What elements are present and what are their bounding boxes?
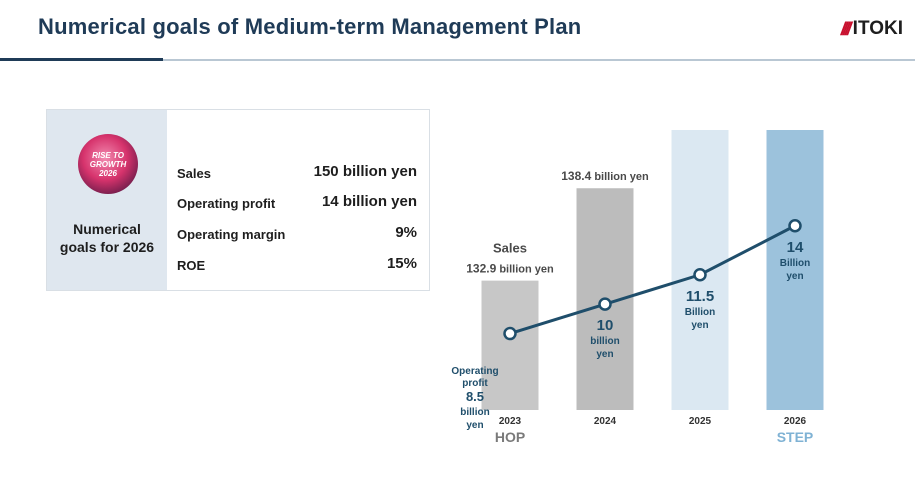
goals-caption: Numerical goals for 2026: [59, 221, 155, 255]
goal-value: 150 billion yen: [313, 163, 417, 180]
operating-profit-line: [509, 224, 796, 335]
rise-to-growth-badge-icon: RISE TO GROWTH 2026: [78, 134, 138, 194]
operating-profit-unit-label: yen: [691, 320, 708, 331]
goal-label: Operating profit: [177, 196, 276, 211]
page-title: Numerical goals of Medium-term Managemen…: [38, 14, 582, 39]
sales-bar: [481, 280, 539, 410]
goal-value: 9%: [395, 224, 417, 241]
header-rule: [163, 59, 915, 61]
goal-value: 15%: [386, 255, 417, 272]
header-rule-accent: [0, 58, 163, 61]
operating-profit-unit-label: yen: [466, 420, 483, 431]
operating-profit-value-label: 11.5: [686, 288, 714, 305]
operating-profit-value-label: 10: [597, 317, 614, 334]
goal-value: 14 billion yen: [321, 193, 417, 210]
x-tick-label: 2025: [689, 416, 712, 427]
operating-profit-value-label: 14: [787, 239, 804, 256]
x-sublabel: HOP: [495, 429, 525, 445]
x-tick-label: 2023: [499, 416, 522, 427]
company-logo: //// ITOKI: [841, 18, 903, 40]
operating-profit-value-label: 8.5: [466, 389, 484, 404]
sales-series-label: Sales: [493, 241, 527, 256]
goal-row-roe: ROE 15%: [177, 255, 417, 277]
operating-profit-unit-label: yen: [596, 349, 613, 360]
operating-profit-unit-label: billion: [590, 336, 619, 347]
operating-profit-unit-label: Billion: [685, 307, 716, 318]
operating-profit-series-label: Operating: [451, 366, 498, 377]
operating-profit-unit-label: Billion: [780, 258, 811, 269]
sales-value-label: 132.9 billion yen: [466, 262, 554, 276]
operating-profit-unit-label: billion: [460, 407, 489, 418]
operating-profit-point: [598, 297, 612, 311]
operating-profit-point: [693, 268, 707, 282]
operating-profit-unit-label: yen: [786, 271, 803, 282]
goal-label: ROE: [177, 258, 206, 273]
goal-label: Operating margin: [177, 227, 286, 242]
goals-panel-left: RISE TO GROWTH 2026 Numerical goals for 20…: [47, 110, 167, 290]
x-tick-label: 2026: [784, 416, 807, 427]
itoki-logo-icon: ////: [840, 18, 852, 39]
goal-row-operating-profit: Operating profit 14 billion yen: [177, 193, 417, 215]
goal-label: Sales: [177, 166, 211, 181]
operating-profit-point: [503, 326, 517, 341]
x-sublabel: STEP: [777, 429, 814, 445]
operating-profit-series-label: profit: [462, 378, 488, 389]
sales-bar: [766, 130, 824, 411]
goal-row-operating-margin: Operating margin 9%: [177, 224, 417, 246]
sales-value-label: 138.4 billion yen: [561, 169, 649, 183]
operating-profit-point: [788, 219, 802, 233]
goal-row-sales: Sales 150 billion yen: [177, 163, 417, 185]
badge-text: RISE TO GROWTH 2026: [89, 151, 127, 178]
logo-text: ITOKI: [852, 18, 903, 39]
goals-panel: RISE TO GROWTH 2026 Numerical goals for 20…: [46, 109, 430, 291]
x-tick-label: 2024: [594, 416, 617, 427]
